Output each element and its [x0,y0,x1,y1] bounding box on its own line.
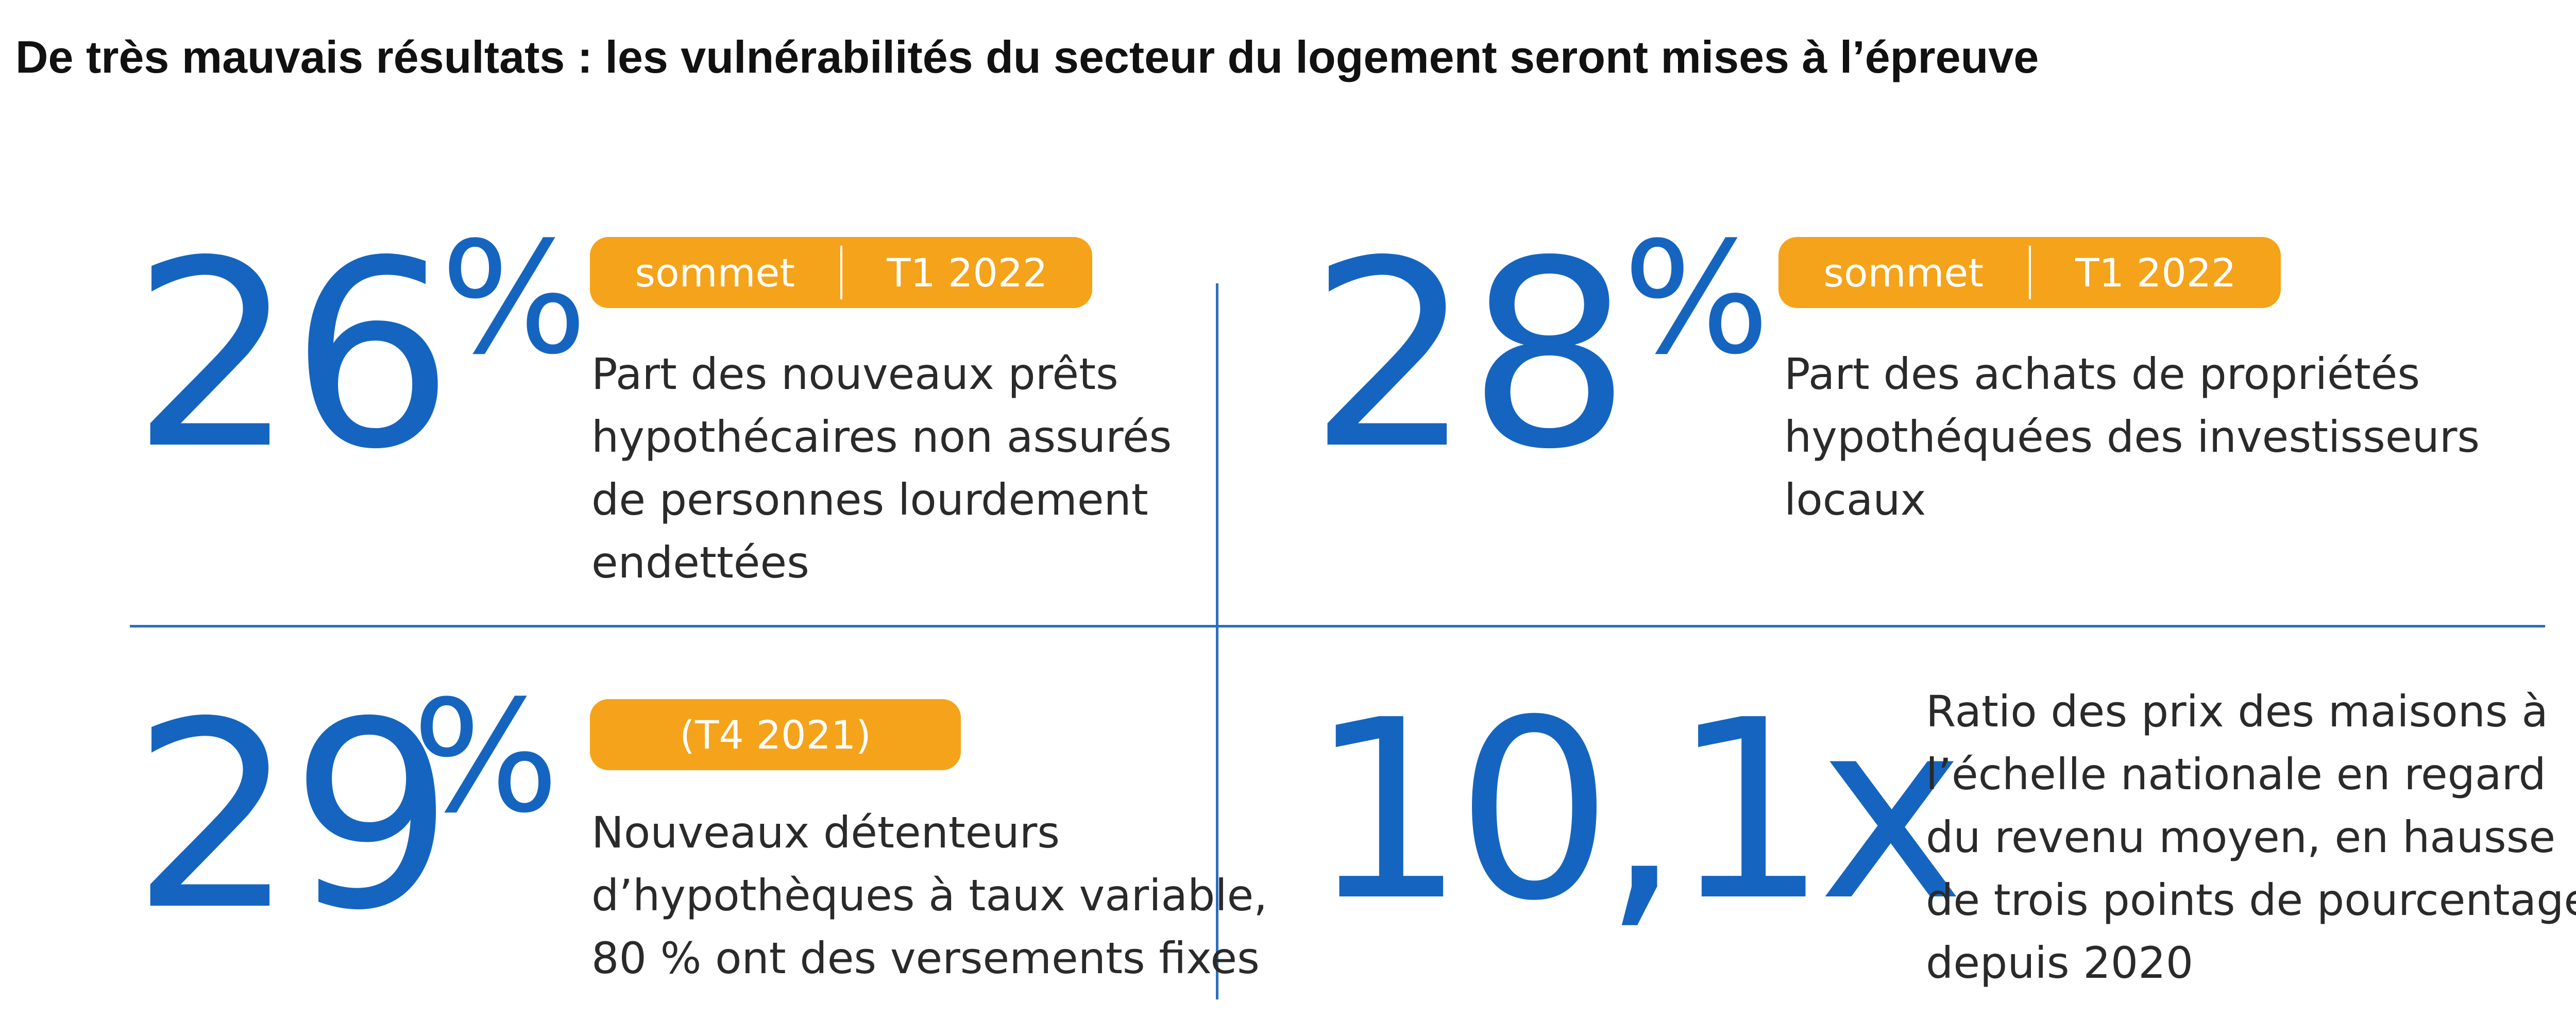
description-line: Nouveaux détenteurs [591,807,1060,858]
description-line: Ratio des prix des maisons à [1926,686,2548,737]
badge-label-peak: sommet [635,249,795,296]
stat-value: 29 [131,667,454,966]
stat-value: 28 [1309,206,1631,505]
description-line: de trois points de pourcentage [1926,875,2576,925]
badge-separator [840,246,842,299]
vertical-divider [1216,283,1218,999]
description-line: Part des nouveaux prêts [591,349,1118,399]
badge-separator [2028,246,2031,299]
stat-description: Nouveaux détenteurs d’hypothèques à taux… [591,801,1267,990]
description-line: l’échelle nationale en regard [1926,749,2546,800]
percent-sign: % [412,667,560,847]
percent-sign: % [440,209,588,388]
stat-value: 10,1x [1309,667,1964,955]
horizontal-divider [130,625,2545,627]
description-line: hypothécaires non assurés [591,412,1172,462]
badge-label-period: T1 2022 [2075,249,2236,296]
badge-label-period: T1 2022 [887,249,1048,296]
stat-value: 26 [131,206,454,505]
stat-description: Ratio des prix des maisons à l’échelle n… [1926,680,2576,994]
period-badge: sommet T1 2022 [1778,237,2281,308]
description-line: du revenu moyen, en hausse [1926,812,2556,862]
stat-description: Part des achats de propriétés hypothéqué… [1784,343,2480,531]
description-line: Part des achats de propriétés [1784,349,2420,399]
badge-label-peak: sommet [1823,249,1984,296]
description-line: d’hypothèques à taux variable, [591,870,1268,921]
stat-description: Part des nouveaux prêts hypothécaires no… [591,343,1172,594]
description-line: hypothéquées des investisseurs [1784,412,2480,462]
period-badge: (T4 2021) [590,699,961,770]
description-line: endettées [591,537,809,588]
description-line: locaux [1784,474,1926,525]
percent-sign: % [1623,209,1770,388]
period-badge: sommet T1 2022 [590,237,1092,308]
badge-label-period: (T4 2021) [680,711,871,758]
description-line: 80 % ont des versements fixes [591,933,1260,983]
description-line: depuis 2020 [1926,938,2194,988]
page-title: De très mauvais résultats : les vulnérab… [15,31,2039,82]
description-line: de personnes lourdement [591,474,1148,525]
